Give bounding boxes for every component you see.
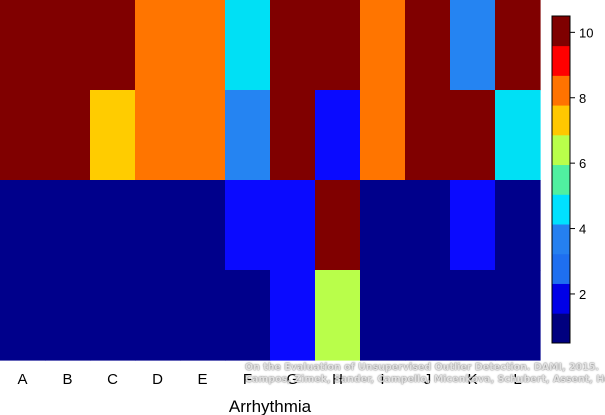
heatmap-cell-E-row2: [180, 90, 226, 181]
heatmap-cell-H-row1: [315, 0, 361, 91]
heatmap-cell-K-row1: [450, 0, 496, 91]
heatmap-cell-K-row2: [450, 90, 496, 181]
x-tick-label-D: D: [152, 371, 163, 388]
x-tick-label-H: H: [332, 371, 343, 388]
colorbar-segment-7: [552, 134, 570, 166]
heatmap-cell-I-row1: [360, 0, 406, 91]
heatmap-cell-J-row2: [405, 90, 451, 181]
heatmap-cell-A-row3: [0, 180, 46, 271]
heatmap-cell-F-row1: [225, 0, 271, 91]
x-tick-label-C: C: [107, 371, 118, 388]
colorbar-segment-2: [552, 283, 570, 314]
heatmap-cell-G-row2: [270, 90, 316, 181]
heatmap-cells: [0, 0, 541, 361]
colorbar-segment-1: [552, 313, 570, 344]
colorbar: 2 4 6 8 10: [551, 15, 593, 344]
x-tick-label-B: B: [62, 371, 72, 388]
x-tick-label-G: G: [287, 371, 299, 388]
heatmap-cell-H-row2: [315, 90, 361, 181]
heatmap-cell-I-row3: [360, 180, 406, 271]
colorbar-segment-6: [552, 164, 570, 195]
heatmap-cell-J-row3: [405, 180, 451, 271]
heatmap-cell-J-row4: [405, 270, 451, 361]
colorbar-segment-4: [552, 224, 570, 255]
colorbar-tick-label-10: 10: [579, 25, 593, 40]
colorbar-segment-9: [552, 75, 570, 106]
heatmap-cell-D-row1: [135, 0, 181, 91]
x-tick-label-A: A: [17, 371, 27, 388]
heatmap-cell-F-row4: [225, 270, 271, 361]
heatmap-cell-A-row1: [0, 0, 46, 91]
colorbar-segment-3: [552, 253, 570, 284]
x-tick-label-L: L: [513, 371, 521, 388]
heatmap-cell-L-row2: [495, 90, 541, 181]
heatmap-cell-C-row3: [90, 180, 136, 271]
heatmap-cell-B-row4: [45, 270, 91, 361]
colorbar-tick-label-2: 2: [579, 287, 586, 302]
heatmap-cell-D-row3: [135, 180, 181, 271]
heatmap-cell-H-row4: [315, 270, 361, 361]
x-tick-label-F: F: [243, 371, 252, 388]
heatmap-cell-H-row3: [315, 180, 361, 271]
colorbar-tick-label-6: 6: [579, 156, 586, 171]
x-tick-label-I: I: [380, 371, 384, 388]
heatmap-cell-B-row1: [45, 0, 91, 91]
heatmap-cell-L-row1: [495, 0, 541, 91]
heatmap-cell-A-row2: [0, 90, 46, 181]
heatmap-cell-G-row1: [270, 0, 316, 91]
heatmap-cell-C-row2: [90, 90, 136, 181]
heatmap-cell-J-row1: [405, 0, 451, 91]
colorbar-segment-5: [552, 194, 570, 225]
heatmap-cell-C-row4: [90, 270, 136, 361]
x-tick-label-J: J: [424, 371, 432, 388]
heatmap-cell-L-row4: [495, 270, 541, 361]
heatmap-cell-I-row4: [360, 270, 406, 361]
colorbar-tick-label-8: 8: [579, 91, 586, 106]
heatmap-cell-K-row3: [450, 180, 496, 271]
colorbar-tick-label-4: 4: [579, 222, 586, 237]
heatmap-cell-D-row4: [135, 270, 181, 361]
colorbar-border: [551, 15, 571, 344]
x-tick-label-E: E: [197, 371, 207, 388]
heatmap-cell-I-row2: [360, 90, 406, 181]
heatmap-cell-E-row3: [180, 180, 226, 271]
heatmap-cell-D-row2: [135, 90, 181, 181]
heatmap-cell-K-row4: [450, 270, 496, 361]
colorbar-segment-8: [552, 105, 570, 136]
colorbar-segment-11: [552, 16, 570, 47]
heatmap-cell-B-row3: [45, 180, 91, 271]
heatmap-cell-G-row3: [270, 180, 316, 271]
heatmap-cell-L-row3: [495, 180, 541, 271]
x-tick-label-K: K: [467, 371, 477, 388]
heatmap-cell-B-row2: [45, 90, 91, 181]
x-axis-title: Arrhythmia: [229, 397, 312, 415]
colorbar-segment-10: [552, 45, 570, 76]
heatmap-cell-E-row4: [180, 270, 226, 361]
heatmap-cell-F-row2: [225, 90, 271, 181]
heatmap-cell-C-row1: [90, 0, 136, 91]
x-tick-labels: A B C D E F G H I J K L: [17, 371, 521, 388]
heatmap-cell-F-row3: [225, 180, 271, 271]
heatmap-cell-G-row4: [270, 270, 316, 361]
heatmap-cell-A-row4: [0, 270, 46, 361]
heatmap-cell-E-row1: [180, 0, 226, 91]
